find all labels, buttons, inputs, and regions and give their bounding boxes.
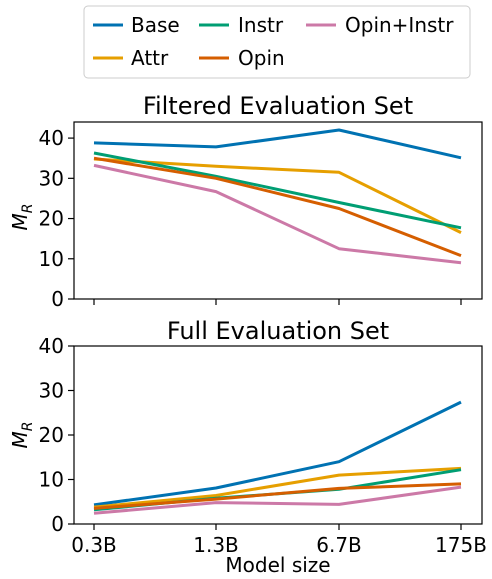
legend-frame [83,5,471,79]
panel-title-filtered: Filtered Evaluation Set [143,92,413,120]
y-tick-label-filtered: 30 [39,166,64,190]
series-line-filtered-attr [93,157,462,234]
legend-label-opin-instr: Opin+Instr [345,13,454,37]
y-tick-label-full: 0 [51,512,64,536]
series-line-full-attr [93,466,462,509]
series-line-full-opin [93,482,462,510]
y-axis-label-main-full: M [8,431,32,448]
y-tick-label-filtered: 0 [51,287,64,311]
y-tick-label-filtered: 40 [39,126,64,150]
y-tick-label-full: 30 [39,379,64,403]
plot-area-filtered: 0 10 20 30 40 [39,121,483,311]
panel-full: Full Evaluation Set 0 10 20 30 40 0.3B 1.3B 6.7… [8,317,487,577]
panel-title-full: Full Evaluation Set [167,317,389,345]
y-axis-label-sub-full: R [20,422,36,432]
panel-filtered: Filtered Evaluation Set 0 10 20 30 40 MR [8,92,483,311]
legend: Base Attr Instr Opin Opin+Instr [83,5,471,79]
y-tick-label-filtered: 20 [39,207,64,231]
y-axis-label-main-filtered: M [8,213,32,230]
axes-frame-filtered [73,121,483,300]
series-line-full-opin-instr [93,485,462,515]
y-tick-label-full: 20 [39,423,64,447]
x-tick-label-full: 1.3B [193,533,239,557]
y-axis-label-filtered: MR [8,204,36,231]
y-tick-label-full: 10 [39,468,64,492]
y-axis-label-sub-filtered: R [20,204,36,214]
plot-area-full: 0 10 20 30 40 0.3B 1.3B 6.7B 175B [39,334,487,557]
x-tick-label-full: 0.3B [71,533,117,557]
series-line-filtered-base [93,128,462,160]
legend-label-attr: Attr [131,46,169,70]
series-line-filtered-opin [93,156,462,257]
legend-label-base: Base [131,13,180,37]
x-tick-label-full: 175B [435,533,487,557]
legend-label-opin: Opin [238,46,285,70]
y-tick-label-full: 40 [39,334,64,358]
axes-frame-full [73,345,483,525]
series-line-filtered-instr [93,151,462,230]
series-line-full-base [93,400,462,507]
y-tick-label-filtered: 10 [39,247,64,271]
x-axis-label: Model size [225,553,330,577]
series-line-filtered-opin-instr [93,163,462,265]
legend-label-instr: Instr [238,13,284,37]
x-tick-label-full: 6.7B [316,533,362,557]
y-axis-label-full: MR [8,422,36,449]
